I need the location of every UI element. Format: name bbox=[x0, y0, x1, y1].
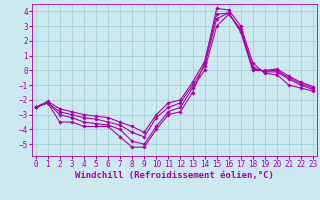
X-axis label: Windchill (Refroidissement éolien,°C): Windchill (Refroidissement éolien,°C) bbox=[75, 171, 274, 180]
